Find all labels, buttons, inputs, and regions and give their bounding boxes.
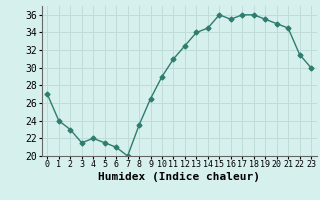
X-axis label: Humidex (Indice chaleur): Humidex (Indice chaleur) xyxy=(98,172,260,182)
